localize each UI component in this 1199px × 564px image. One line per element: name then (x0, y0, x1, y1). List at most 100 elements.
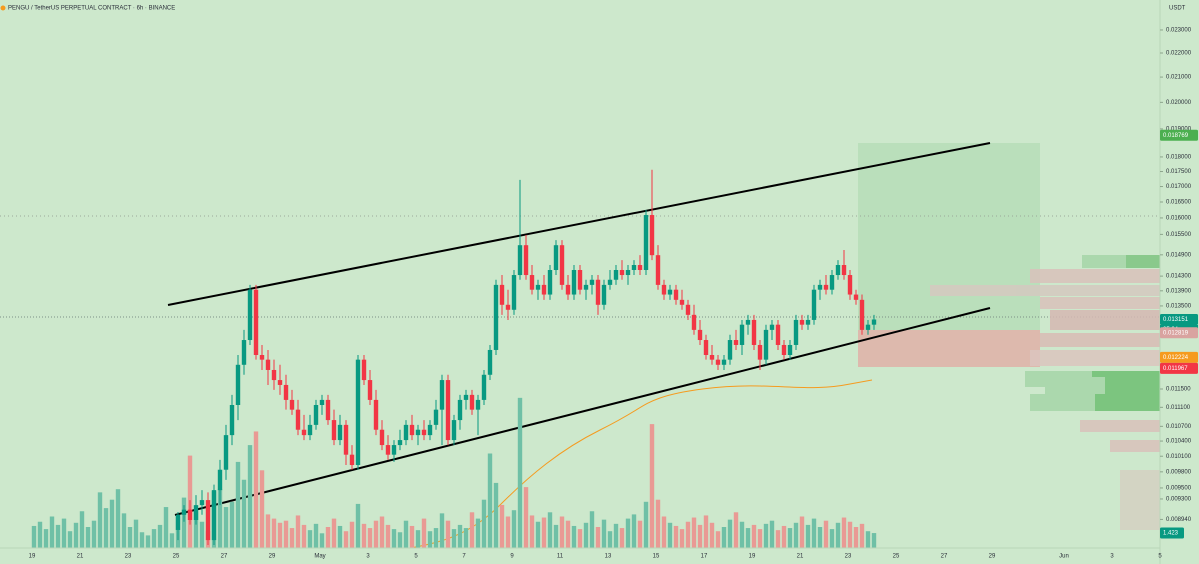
volume-bar (313, 523, 319, 548)
x-tick-label: 7 (462, 554, 466, 560)
candle-body (703, 340, 709, 355)
candle-body (859, 299, 865, 330)
candle-body (391, 445, 397, 455)
volume-badge (1160, 527, 1184, 539)
volume-bar (241, 479, 247, 548)
volume-bar (361, 523, 367, 548)
y-tick-label: 0.017000 (1166, 184, 1192, 190)
volume-bar (679, 529, 685, 548)
volume-bar (379, 516, 385, 548)
volume-bar (727, 519, 733, 548)
volume-bar (181, 497, 187, 548)
volume-bar (415, 530, 421, 548)
x-tick-label: 19 (749, 554, 756, 560)
chart-title: PENGU / TetherUS PERPETUAL CONTRACT · 6h… (8, 6, 175, 12)
price-badge-label: 0.012819 (1163, 330, 1189, 336)
candle-body (499, 284, 505, 305)
candle-body (241, 340, 247, 365)
volume-bar (589, 511, 595, 548)
price-badge-label: 0.011967 (1163, 366, 1188, 372)
volume-bar (37, 521, 43, 548)
volume-bar (697, 524, 703, 548)
volume-bar (721, 527, 727, 548)
candle-body (751, 319, 757, 345)
volume-bar (103, 508, 109, 548)
candle-body (673, 289, 679, 300)
y-tick-label: 0.009300 (1166, 497, 1192, 503)
vp-row (1040, 333, 1160, 347)
vp-row (1105, 377, 1160, 395)
candle-body (637, 265, 643, 270)
volume-bar (865, 531, 871, 548)
volume-bar (289, 528, 295, 548)
candle-body (355, 359, 361, 466)
candle-body (643, 215, 649, 270)
candle-body (259, 354, 265, 360)
vp-row (1050, 310, 1160, 330)
volume-bar (151, 529, 157, 548)
volume-bar (787, 528, 793, 548)
volume-bar (463, 528, 469, 548)
candle-body (451, 420, 457, 441)
vp-row (1040, 297, 1160, 309)
volume-bar (733, 512, 739, 548)
x-tick-label: 9 (510, 554, 514, 560)
x-tick-label: 29 (989, 554, 996, 560)
candle-body (559, 245, 565, 285)
candle-body (301, 429, 307, 436)
candle-body (409, 424, 415, 436)
volume-bar (481, 499, 487, 548)
currency-label[interactable]: USDT (1169, 6, 1186, 12)
candle-body (571, 269, 577, 295)
volume-bar (823, 520, 829, 548)
candle-body (601, 284, 607, 305)
volume-bar (709, 522, 715, 548)
volume-bar (193, 511, 199, 548)
volume-bar (109, 499, 115, 548)
volume-bar (439, 513, 445, 548)
long-target-zone (858, 143, 1040, 330)
candle-body (655, 255, 661, 285)
candles (175, 169, 877, 545)
volume-bar (223, 507, 229, 548)
candle-body (487, 349, 493, 375)
candle-body (721, 359, 727, 365)
candle-body (439, 380, 445, 410)
candle-body (373, 399, 379, 430)
volume-bar (577, 529, 583, 548)
x-tick-label: 3 (366, 554, 370, 560)
candle-body (523, 245, 529, 276)
volume-bar (625, 518, 631, 548)
volume-bar (331, 518, 337, 548)
candle-body (709, 354, 715, 360)
candle-body (679, 299, 685, 305)
volume-bar (769, 520, 775, 548)
price-badge-label: 0.013151 (1163, 317, 1189, 323)
volume-bar (403, 520, 409, 548)
x-tick-label: 13 (605, 554, 612, 560)
candle-body (697, 329, 703, 341)
candle-body (775, 324, 781, 345)
candle-body (607, 279, 613, 285)
candle-body (367, 380, 373, 400)
volume-bar (535, 521, 541, 548)
vp-row (1080, 420, 1160, 432)
volume-bar (325, 527, 331, 548)
y-tick-label: 0.016000 (1166, 216, 1192, 222)
x-tick-label: 25 (893, 554, 900, 560)
volume-bar (739, 521, 745, 548)
price-badge (1160, 362, 1198, 374)
candle-body (505, 304, 511, 310)
volume-bar (169, 533, 175, 548)
vp-row (930, 285, 1160, 296)
channel-upper (167, 142, 991, 306)
volume-bar (829, 529, 835, 548)
price-badge-label: 0.012224 (1163, 355, 1189, 361)
volume-bar (85, 527, 91, 548)
x-tick-label: 5 (1158, 554, 1162, 560)
y-tick-label: 0.008940 (1166, 517, 1192, 523)
candle-body (529, 275, 535, 290)
y-tick-label: 0.016500 (1166, 200, 1192, 206)
y-tick-label: 0.017500 (1166, 169, 1192, 175)
vp-row (1030, 269, 1160, 283)
